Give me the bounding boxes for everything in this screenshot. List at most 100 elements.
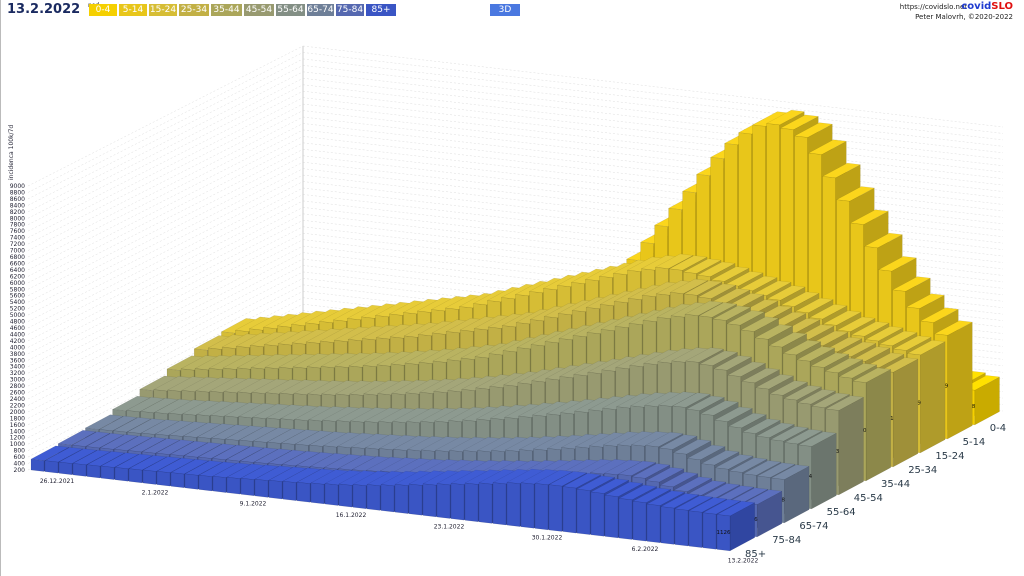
gridline	[27, 200, 304, 342]
legend-item-65-74[interactable]: 65-74	[307, 4, 334, 16]
gridline	[27, 207, 304, 348]
gridline	[302, 161, 1004, 244]
bar-85+-day-29	[436, 483, 451, 519]
y-tick-label: 7800	[10, 222, 25, 229]
bar-top	[755, 422, 795, 438]
bar-top	[225, 446, 265, 462]
bar-top	[793, 122, 833, 138]
y-tick-label: 3000	[10, 377, 25, 384]
y-tick-label: 4400	[10, 331, 25, 338]
y-tick-label: 4200	[10, 338, 25, 345]
bar-85+-day-15	[240, 477, 255, 497]
bar-top	[755, 374, 795, 390]
gridline	[27, 71, 304, 213]
bar-85+-day-6	[114, 467, 129, 482]
bar-85+-day-12	[198, 474, 213, 492]
bar-top	[728, 457, 768, 473]
bar-top	[683, 280, 723, 296]
bar-top	[142, 456, 182, 472]
bar-top	[645, 467, 685, 483]
bar-85+-day-8	[142, 469, 157, 485]
y-tick-label: 8600	[10, 196, 25, 203]
bar-85+-day-45	[660, 506, 675, 545]
3d-toggle-button[interactable]: 3D	[490, 4, 520, 16]
bar-top	[696, 261, 736, 277]
bar-top	[660, 493, 700, 509]
y-tick-label: 200	[14, 467, 26, 474]
current-date: 13.2.2022	[7, 2, 81, 17]
legend-item-45-54[interactable]: 45-54	[244, 4, 274, 16]
y-tick-label: 600	[14, 454, 26, 461]
bar-top	[797, 389, 837, 405]
gridline	[27, 245, 304, 387]
y-tick-label: 4000	[10, 344, 25, 351]
y-tick-label: 2200	[10, 402, 25, 409]
bar-top	[697, 283, 737, 299]
bar-top	[727, 412, 767, 429]
bar-top	[821, 162, 861, 179]
gridline	[302, 97, 1004, 179]
bar-top	[128, 455, 168, 471]
legend-item-0-4[interactable]: 0-4	[89, 4, 117, 16]
y-tick-label: 3400	[10, 364, 25, 371]
bar-85+-day-42	[618, 498, 633, 540]
gridline	[27, 213, 304, 355]
gridline	[302, 65, 1004, 147]
group-label-5-14: 5-14	[963, 437, 986, 448]
bar-top	[674, 495, 714, 511]
legend-item-15-24[interactable]: 15-24	[149, 4, 177, 16]
legend-item-25-34[interactable]: 25-34	[179, 4, 209, 16]
bar-top	[838, 363, 878, 379]
group-label-45-54: 45-54	[854, 493, 883, 504]
gridline	[302, 71, 1004, 154]
bar-top	[824, 357, 864, 374]
bar-top	[713, 355, 753, 371]
bar-top	[892, 335, 932, 351]
bar-85+-day-46	[674, 508, 689, 547]
bar-top	[754, 324, 794, 340]
legend-item-75-84[interactable]: 75-84	[336, 4, 364, 16]
bar-top	[905, 293, 945, 309]
gridline	[27, 97, 304, 238]
legend-item-55-64[interactable]: 55-64	[276, 4, 305, 16]
y-tick-label: 3800	[10, 351, 25, 358]
gridline	[27, 187, 304, 329]
bar-side	[838, 396, 864, 496]
bar-top	[631, 463, 671, 479]
bar-top	[211, 444, 251, 461]
gridline	[27, 136, 304, 277]
bar-top	[779, 114, 819, 130]
bar-top	[548, 471, 588, 487]
bar-top	[891, 276, 931, 292]
bar-85+-day-25	[380, 484, 395, 513]
bar-top	[783, 385, 823, 401]
gridline	[302, 116, 1004, 199]
gridline	[27, 90, 304, 232]
legend-item-5-14[interactable]: 5-14	[119, 4, 147, 16]
bar-top	[618, 484, 658, 501]
group-label-55-64: 55-64	[827, 507, 856, 518]
bar-top	[919, 307, 959, 323]
gridline	[302, 187, 1004, 270]
bar-top	[765, 109, 805, 126]
gridline	[302, 123, 1004, 205]
group-label-25-34: 25-34	[908, 465, 937, 476]
gridline	[27, 78, 304, 219]
legend-item-85+[interactable]: 85+	[366, 4, 396, 16]
gridline	[302, 110, 1004, 192]
y-tick-label: 4600	[10, 325, 25, 332]
bar-top	[825, 395, 865, 411]
x-tick-label: 6.2.2022	[632, 546, 659, 553]
brand-part1: covid	[961, 1, 992, 12]
group-label-85+: 85+	[745, 549, 766, 560]
bar-top	[44, 447, 84, 463]
bar-85+-day-9	[156, 471, 171, 487]
bar-85+-day-0	[30, 458, 45, 472]
bar-side	[947, 321, 973, 440]
bar-top	[72, 449, 112, 466]
gridline	[302, 45, 1004, 128]
legend-item-35-44[interactable]: 35-44	[211, 4, 242, 16]
bar-top	[183, 442, 223, 458]
site-url[interactable]: https://covidslo.net	[899, 3, 967, 11]
bar-85+-day-13	[212, 475, 227, 493]
